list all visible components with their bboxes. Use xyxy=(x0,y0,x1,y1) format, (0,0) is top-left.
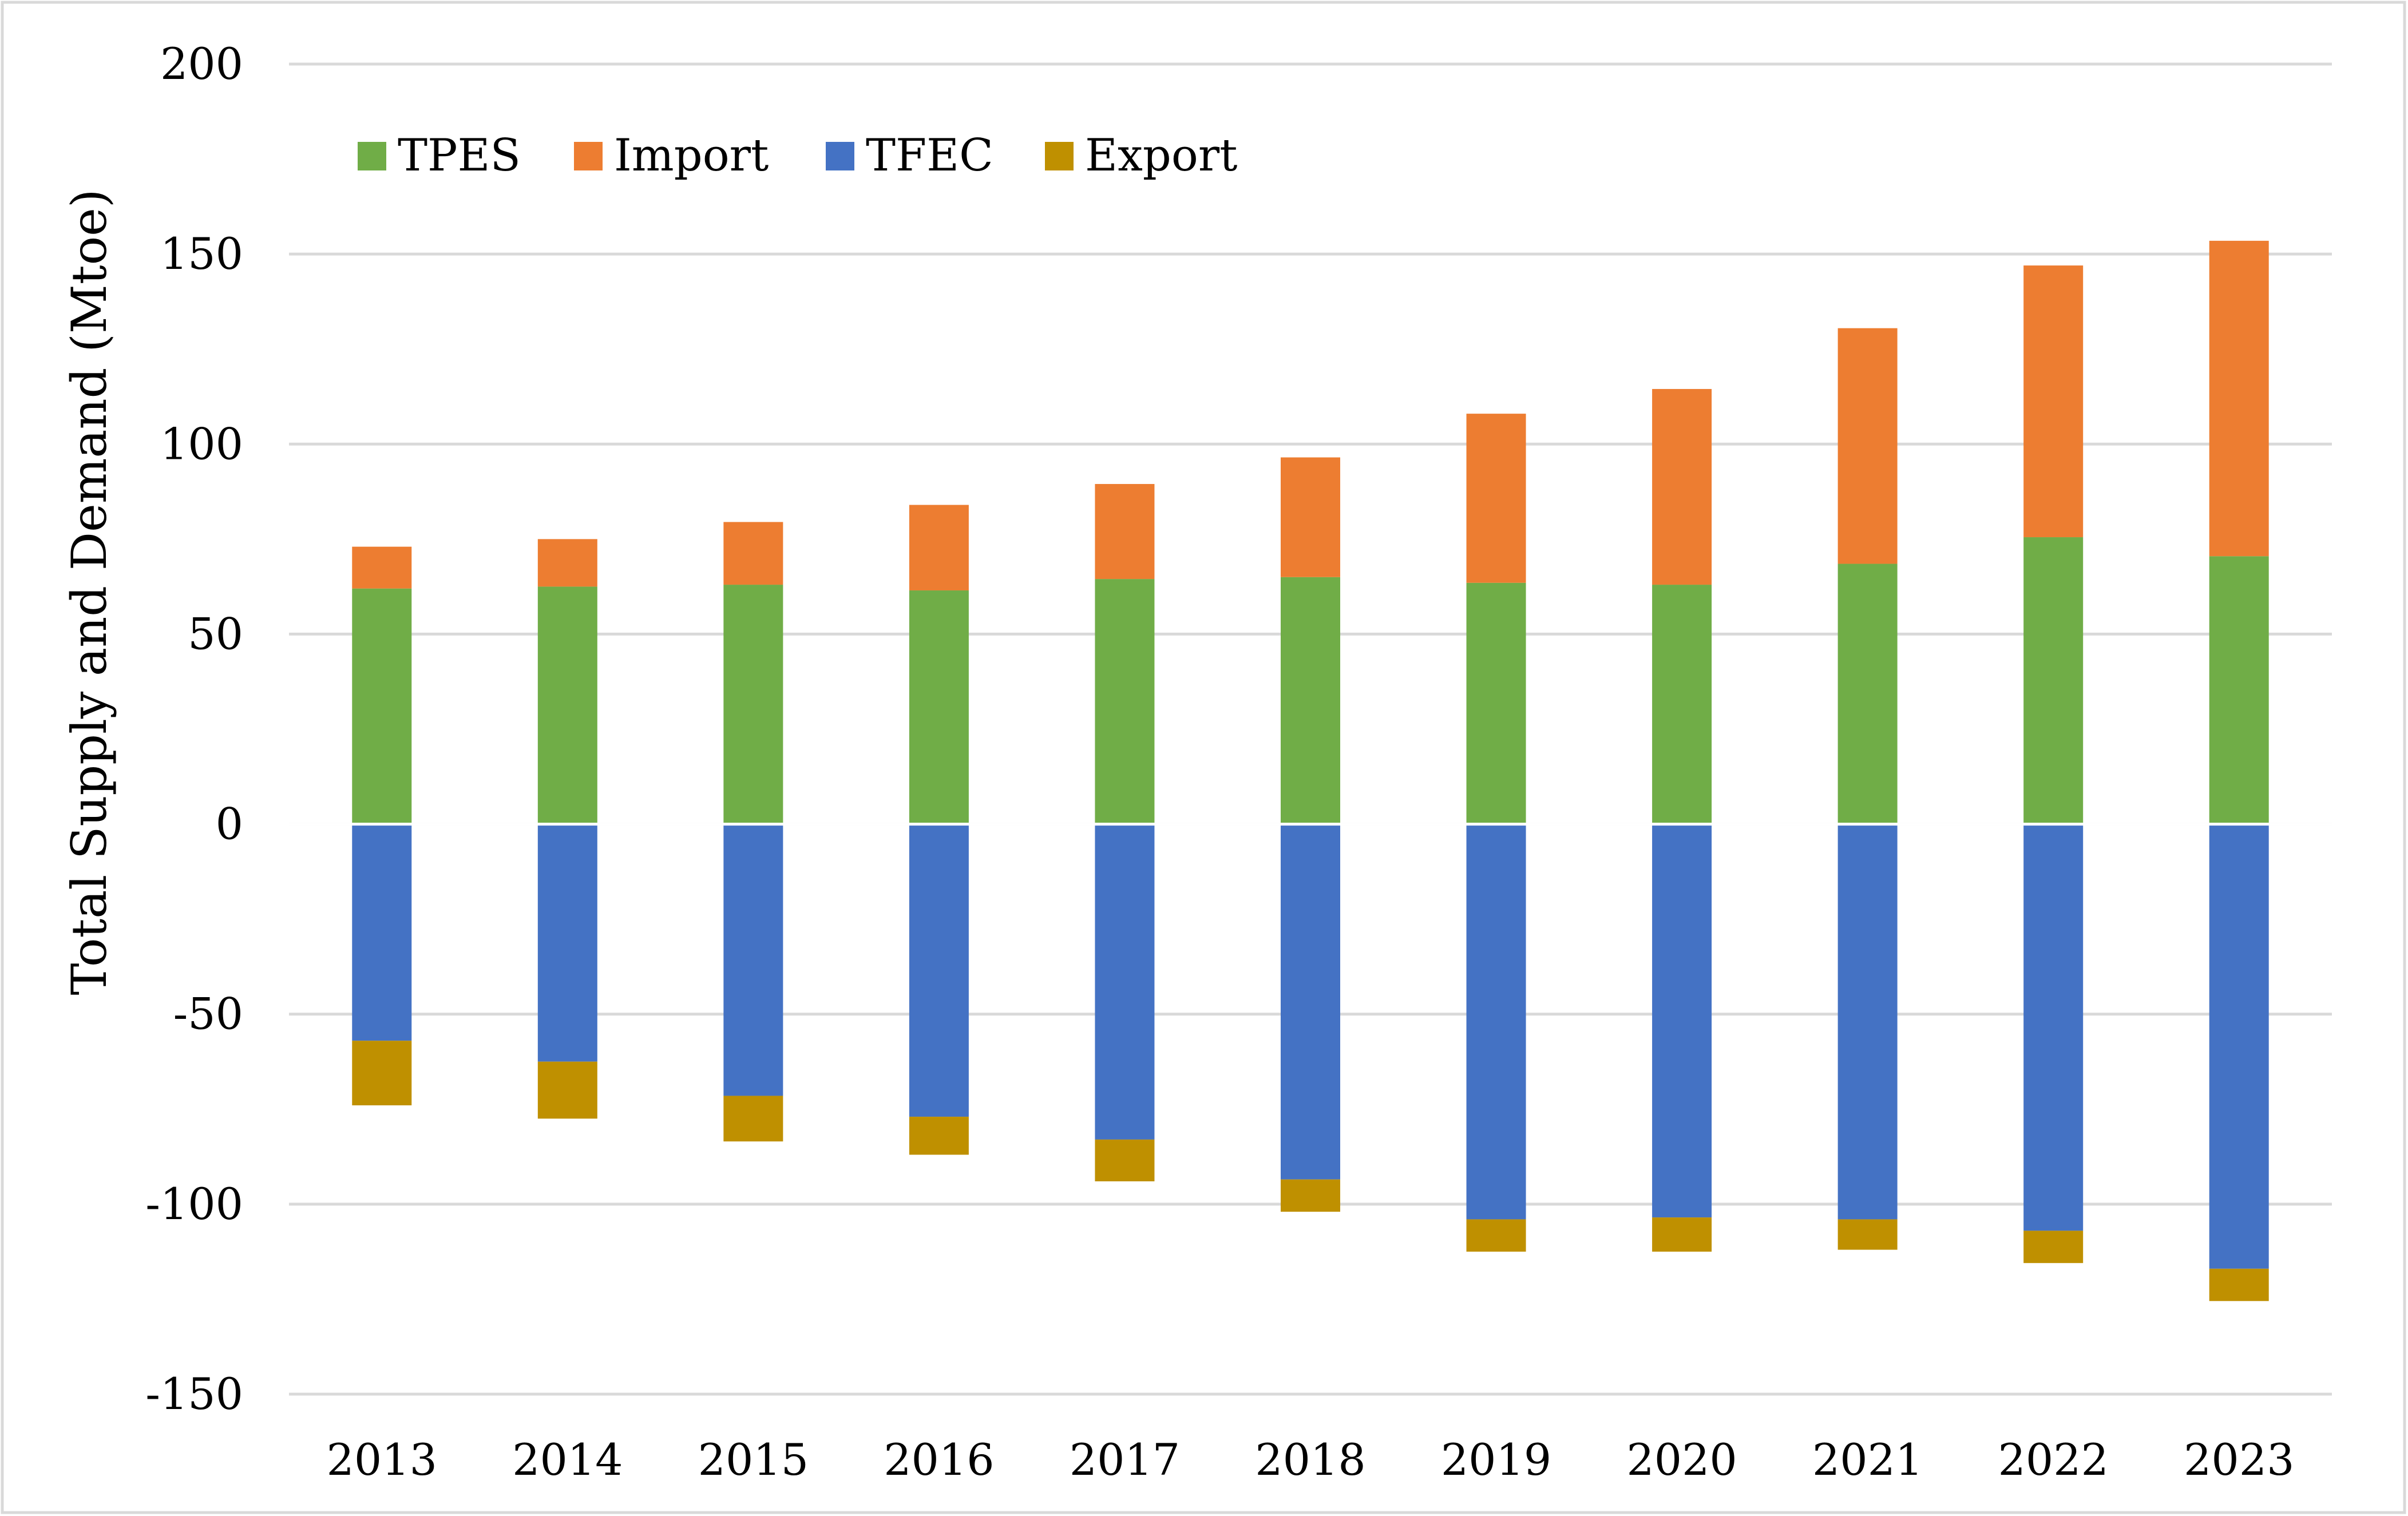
bar-import-2020 xyxy=(1652,388,1712,585)
y-tick-label: 0 xyxy=(216,799,243,850)
x-tick-label: 2020 xyxy=(1626,1434,1737,1485)
bar-tpes-2013 xyxy=(352,588,412,824)
bar-tpes-2018 xyxy=(1281,577,1340,824)
bar-import-2015 xyxy=(723,522,783,585)
bar-tpes-2014 xyxy=(537,586,597,824)
legend-label-tfec: TFEC xyxy=(866,130,993,181)
bar-export-2013 xyxy=(352,1041,412,1106)
bar-tfec-2023 xyxy=(2209,824,2269,1269)
bar-tfec-2022 xyxy=(2023,824,2084,1231)
bar-tfec-2021 xyxy=(1837,824,1898,1220)
bar-tpes-2022 xyxy=(2023,537,2084,824)
bar-import-2017 xyxy=(1095,484,1155,580)
legend-label-import: Import xyxy=(614,130,769,181)
y-tick-label: -50 xyxy=(173,989,243,1039)
x-tick-label: 2016 xyxy=(884,1434,994,1485)
bars xyxy=(289,240,2332,1301)
bar-export-2022 xyxy=(2023,1231,2084,1263)
legend-label-tpes: TPES xyxy=(398,130,521,181)
bar-export-2021 xyxy=(1837,1219,1898,1250)
x-tick-label: 2013 xyxy=(327,1434,437,1485)
bar-tpes-2015 xyxy=(723,585,783,824)
x-tick-label: 2015 xyxy=(698,1434,809,1485)
bar-tpes-2016 xyxy=(909,590,969,824)
legend-swatch-tfec xyxy=(826,142,854,170)
bar-export-2018 xyxy=(1281,1179,1340,1212)
x-axis-tick-labels: 2013 2014 2015 2016 2017 2018 2019 2020 2021 2022… xyxy=(327,1434,2295,1485)
x-tick-label: 2017 xyxy=(1070,1434,1180,1485)
bar-export-2014 xyxy=(537,1061,597,1119)
x-tick-label: 2018 xyxy=(1255,1434,1365,1485)
y-axis-title: Total Supply and Demand (Mtoe) xyxy=(61,189,117,995)
legend-swatch-export xyxy=(1045,142,1074,170)
bar-export-2017 xyxy=(1095,1139,1155,1181)
y-tick-label: -150 xyxy=(145,1368,243,1419)
bar-export-2016 xyxy=(909,1117,969,1155)
bar-tfec-2013 xyxy=(352,824,412,1041)
bar-tpes-2021 xyxy=(1837,563,1898,824)
legend-swatch-import xyxy=(574,142,603,170)
x-tick-label: 2022 xyxy=(1998,1434,2108,1485)
bar-import-2018 xyxy=(1281,457,1340,577)
bar-export-2015 xyxy=(723,1096,783,1142)
y-tick-label: 50 xyxy=(188,608,243,659)
bar-import-2016 xyxy=(909,505,969,591)
x-tick-label: 2021 xyxy=(1812,1434,1923,1485)
bar-tfec-2018 xyxy=(1281,824,1340,1180)
bar-import-2022 xyxy=(2023,265,2084,538)
bar-tfec-2019 xyxy=(1466,824,1526,1220)
bar-import-2021 xyxy=(1837,328,1898,564)
x-tick-label: 2023 xyxy=(2184,1434,2294,1485)
bar-tfec-2015 xyxy=(723,824,783,1096)
bar-import-2019 xyxy=(1466,414,1526,583)
bar-export-2023 xyxy=(2209,1268,2269,1301)
bar-tpes-2020 xyxy=(1652,585,1712,824)
bar-tpes-2019 xyxy=(1466,582,1526,824)
bar-export-2019 xyxy=(1466,1219,1526,1252)
bar-import-2023 xyxy=(2209,240,2269,557)
x-tick-label: 2019 xyxy=(1441,1434,1551,1485)
x-tick-label: 2014 xyxy=(512,1434,623,1485)
bar-import-2014 xyxy=(537,539,597,587)
y-tick-label: 100 xyxy=(160,418,243,469)
bar-tfec-2017 xyxy=(1095,824,1155,1140)
bar-tfec-2020 xyxy=(1652,824,1712,1218)
bar-import-2013 xyxy=(352,546,412,589)
y-tick-label: 150 xyxy=(160,228,243,279)
y-axis-tick-labels: 200 150 100 50 0 -50 -100 -150 xyxy=(145,38,243,1419)
legend: TPES Import TFEC Export xyxy=(358,130,1237,181)
bar-tfec-2014 xyxy=(537,824,597,1062)
bar-tfec-2016 xyxy=(909,824,969,1117)
bar-tpes-2017 xyxy=(1095,579,1155,824)
y-tick-label: 200 xyxy=(160,38,243,89)
bar-export-2020 xyxy=(1652,1217,1712,1252)
y-tick-label: -100 xyxy=(145,1178,243,1229)
bar-tpes-2023 xyxy=(2209,556,2269,824)
legend-label-export: Export xyxy=(1085,130,1237,181)
legend-swatch-tpes xyxy=(358,142,386,170)
